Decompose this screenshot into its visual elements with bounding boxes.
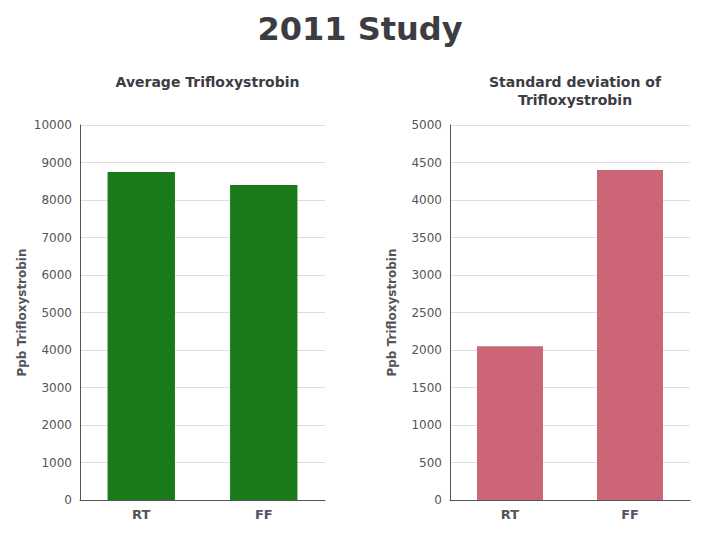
svg-text:Standard deviation of: Standard deviation of xyxy=(489,74,662,90)
svg-text:0: 0 xyxy=(434,493,442,507)
svg-text:2000: 2000 xyxy=(411,343,442,357)
svg-text:8000: 8000 xyxy=(41,193,72,207)
svg-text:5000: 5000 xyxy=(41,306,72,320)
svg-text:Trifloxystrobin: Trifloxystrobin xyxy=(518,92,632,108)
svg-text:6000: 6000 xyxy=(41,268,72,282)
svg-text:0: 0 xyxy=(64,493,72,507)
svg-text:2000: 2000 xyxy=(41,418,72,432)
svg-text:10000: 10000 xyxy=(34,118,72,132)
svg-text:RT: RT xyxy=(501,507,519,522)
svg-text:1000: 1000 xyxy=(41,456,72,470)
svg-text:4000: 4000 xyxy=(41,343,72,357)
svg-text:3000: 3000 xyxy=(411,268,442,282)
svg-text:Ppb Trifloxystrobin: Ppb Trifloxystrobin xyxy=(385,248,399,376)
svg-text:7000: 7000 xyxy=(41,231,72,245)
svg-text:1500: 1500 xyxy=(411,381,442,395)
svg-text:4000: 4000 xyxy=(411,193,442,207)
svg-text:3500: 3500 xyxy=(411,231,442,245)
svg-text:Ppb Trifloxystrobin: Ppb Trifloxystrobin xyxy=(15,248,29,376)
svg-text:2011 Study: 2011 Study xyxy=(257,10,462,48)
svg-text:RT: RT xyxy=(132,507,150,522)
svg-text:3000: 3000 xyxy=(41,381,72,395)
svg-text:FF: FF xyxy=(621,507,639,522)
svg-text:FF: FF xyxy=(255,507,273,522)
svg-text:500: 500 xyxy=(419,456,442,470)
svg-text:Average Trifloxystrobin: Average Trifloxystrobin xyxy=(116,74,300,90)
svg-text:9000: 9000 xyxy=(41,156,72,170)
svg-text:5000: 5000 xyxy=(411,118,442,132)
svg-text:4500: 4500 xyxy=(411,156,442,170)
svg-text:1000: 1000 xyxy=(411,418,442,432)
svg-text:2500: 2500 xyxy=(411,306,442,320)
